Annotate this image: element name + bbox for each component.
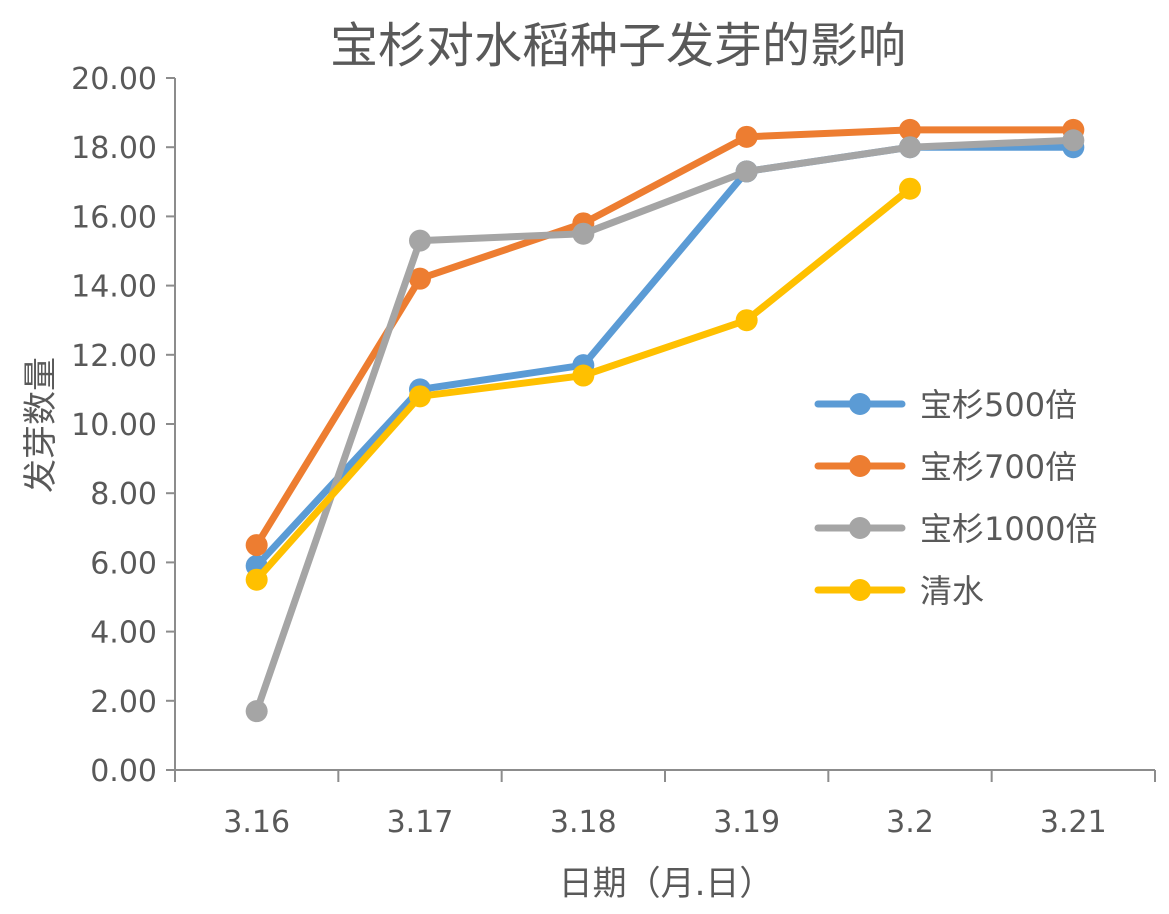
x-tick-label: 3.18	[550, 805, 617, 840]
chart-title: 宝杉对水稻种子发芽的影响	[330, 18, 906, 74]
data-point	[245, 534, 268, 557]
series-1	[245, 118, 1085, 557]
y-axis-title: 发芽数量	[21, 357, 61, 493]
legend-label: 宝杉1000倍	[920, 510, 1097, 548]
series-line	[253, 136, 1077, 715]
legend-swatch-marker	[849, 393, 871, 415]
data-point	[899, 136, 921, 159]
series-2	[245, 129, 1085, 723]
y-tick-label: 16.00	[71, 200, 157, 235]
data-point	[735, 160, 758, 183]
x-tick-label: 3.21	[1040, 805, 1107, 840]
data-point	[572, 364, 595, 387]
data-point	[735, 309, 758, 332]
legend-swatch-marker	[849, 455, 871, 477]
series-layer	[245, 118, 1085, 723]
axes: 0.00 2.00 4.00 6.00 8.00 10.00 12.00 14.00 16.00…	[71, 62, 1156, 840]
legend-item: 宝杉500倍	[814, 386, 1077, 424]
legend-item: 宝杉700倍	[814, 448, 1077, 486]
data-point	[409, 267, 431, 290]
y-tick-label: 2.00	[90, 685, 157, 720]
y-tick-label: 18.00	[71, 131, 157, 166]
y-tick-label: 8.00	[90, 477, 157, 512]
data-point	[572, 222, 595, 245]
data-point	[899, 177, 921, 200]
data-point	[245, 568, 268, 591]
y-tick-label: 0.00	[90, 754, 157, 789]
y-tick-label: 6.00	[90, 546, 157, 581]
y-tick-label: 14.00	[71, 270, 157, 305]
x-tick-label: 3.19	[713, 805, 780, 840]
data-point	[409, 229, 431, 252]
legend-label: 宝杉700倍	[920, 448, 1077, 486]
data-point	[1062, 129, 1085, 152]
legend-swatch-marker	[849, 517, 871, 539]
data-point	[735, 125, 758, 148]
x-axis-title: 日期（月.日）	[559, 864, 774, 904]
series-3	[245, 177, 921, 591]
x-tick-label: 3.16	[223, 805, 290, 840]
legend-item: 宝杉1000倍	[814, 510, 1097, 548]
legend-item: 清水	[814, 572, 984, 610]
data-point	[409, 385, 431, 408]
y-tick-label: 10.00	[71, 408, 157, 443]
x-tick-label: 3.2	[886, 805, 934, 840]
data-point	[245, 700, 268, 723]
y-tick-label: 12.00	[71, 339, 157, 374]
legend-label: 清水	[920, 572, 984, 610]
y-tick-label: 20.00	[71, 62, 157, 97]
legend-swatch-marker	[849, 579, 871, 601]
y-tick-label: 4.00	[90, 616, 157, 651]
x-tick-label: 3.17	[387, 805, 454, 840]
data-point	[899, 118, 921, 141]
legend-label: 宝杉500倍	[920, 386, 1077, 424]
